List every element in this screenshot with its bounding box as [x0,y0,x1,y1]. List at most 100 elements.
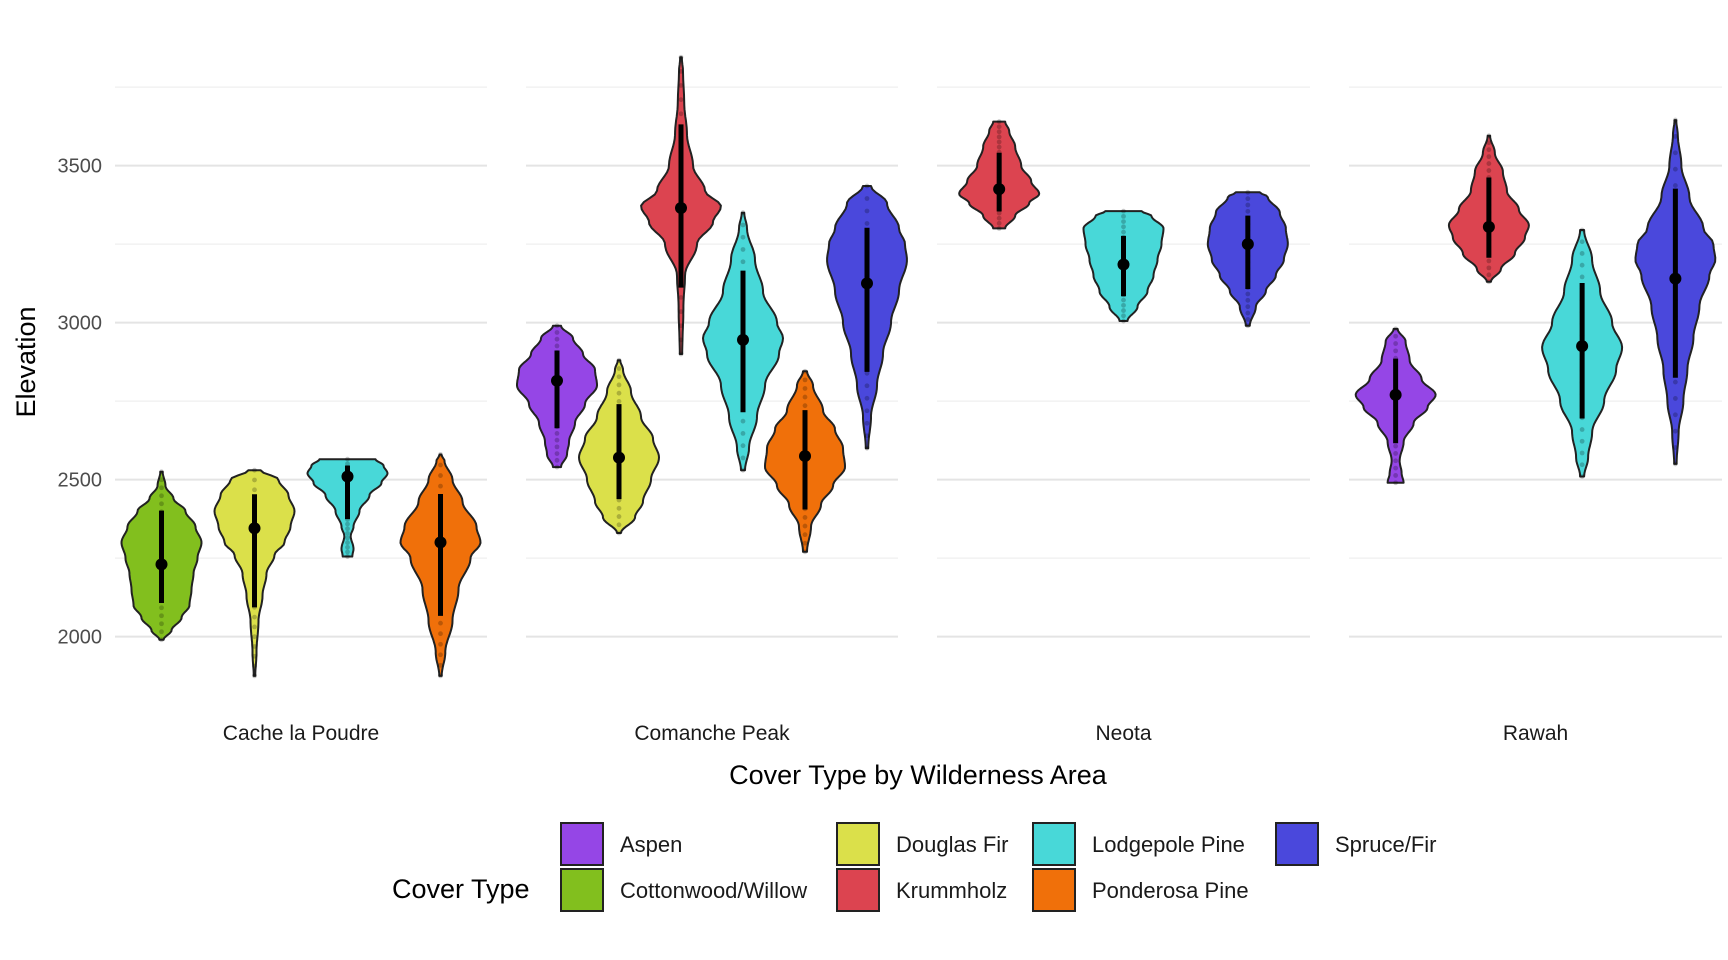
data-point [1672,134,1678,139]
legend-label: Krummholz [896,878,1007,903]
data-point [802,540,808,546]
data-point [438,641,443,647]
data-point [740,443,746,449]
mean-point [1117,258,1130,271]
data-point [554,444,560,450]
legend-swatch [560,868,604,912]
data-point [1393,465,1399,471]
data-point [438,673,443,679]
facet-label: Rawah [1503,722,1568,745]
data-point [864,395,870,401]
data-point [159,501,164,507]
violin-aspen [1354,326,1437,486]
data-point [252,467,257,473]
data-point [678,97,684,103]
data-point [1486,279,1492,285]
data-point [1486,168,1492,173]
data-point [1486,272,1492,278]
mean-point [1669,272,1682,285]
data-point [1486,161,1492,166]
mean-point [861,277,873,290]
data-point [740,234,746,240]
y-tick-label: 2500 [58,470,103,492]
data-point [1245,291,1251,297]
x-axis-title: Cover Type by Wilderness Area [729,760,1108,790]
data-point [616,366,622,371]
data-point [1672,150,1678,156]
data-point [996,215,1002,221]
legend-entry: Krummholz [836,868,1007,912]
data-point [740,247,746,252]
data-point [802,515,808,520]
legend-swatch [836,868,880,912]
data-point [996,226,1002,231]
legend-label: Spruce/Fir [1335,832,1436,857]
data-point [616,374,622,380]
data-point [740,431,746,436]
data-point [1121,219,1126,225]
data-point [1121,208,1126,214]
data-point [159,629,164,635]
legend-label: Ponderosa Pine [1092,878,1249,903]
data-point [252,634,257,640]
data-point [678,351,684,357]
data-point [864,370,870,376]
data-point [554,431,560,436]
data-point [616,522,622,528]
data-point [159,477,164,483]
data-point [1672,396,1678,401]
data-point [616,382,622,388]
violin-spruce-fir [1206,189,1289,329]
data-point [554,457,560,463]
mean-point [993,183,1006,196]
legend: Cover Type Aspen Cottonwood/Willow Douglas… [392,822,1436,912]
data-point [554,330,560,335]
data-point [438,462,443,468]
data-point [1245,189,1251,195]
mean-point [799,450,811,463]
data-point [345,544,350,550]
violin-krummholz [958,119,1041,231]
facet-labels: Cache la Poudre Comanche Peak Neota Rawah [223,722,1568,745]
data-point [996,210,1002,216]
legend-entry: Ponderosa Pine [1032,868,1249,912]
data-point [802,394,808,400]
y-axis-ticks: 2000 2500 3000 3500 [58,156,103,649]
data-point [996,129,1002,135]
legend-title: Cover Type [392,874,530,904]
data-point [802,377,808,383]
data-point [1579,274,1585,280]
data-point [864,183,870,189]
data-point [1393,341,1399,346]
facet-label: Neota [1095,722,1151,745]
violin-spruce-fir [826,183,908,451]
legend-swatch [836,822,880,866]
data-point [159,613,164,619]
data-point [438,662,443,668]
violin-spruce-fir [1634,117,1717,467]
data-point [345,526,350,532]
data-point [1121,313,1126,319]
data-point [1393,451,1399,456]
y-tick-label: 3000 [58,313,103,335]
mean-point [737,333,749,346]
data-point [1121,302,1126,308]
data-point [1245,297,1251,303]
violin-douglas-fir [578,357,660,536]
data-point [678,309,684,315]
legend-swatch [1275,822,1319,866]
data-point [864,196,870,201]
data-point [345,554,350,559]
data-point [996,220,1002,226]
data-point [159,469,164,475]
legend-entry: Cottonwood/Willow [560,868,807,912]
legend-label: Cottonwood/Willow [620,878,807,903]
data-point [1245,310,1251,316]
data-point [1393,458,1399,464]
data-point [802,368,808,374]
data-point [1121,229,1126,235]
violins [120,54,1717,679]
data-point [1486,133,1492,139]
data-point [864,433,870,439]
data-point [1393,326,1399,332]
